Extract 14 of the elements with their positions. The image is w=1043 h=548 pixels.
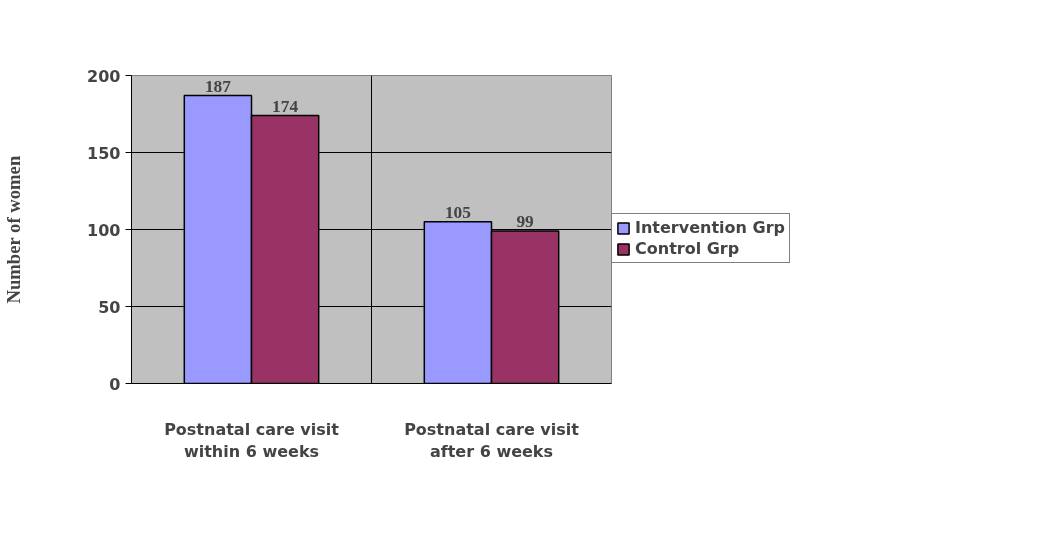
legend-label: Control Grp [635, 239, 740, 258]
data-label: 105 [444, 202, 472, 222]
y-tick-label: 150 [87, 143, 121, 163]
y-tick-label: 50 [98, 297, 121, 317]
data-label: 187 [204, 76, 232, 96]
data-label: 99 [516, 212, 535, 232]
y-tick-label: 200 [87, 66, 121, 86]
x-tick-label: Postnatal care visit within 6 weeks [164, 419, 340, 462]
y-tick-label: 0 [109, 374, 121, 394]
y-axis-title: Number of women [3, 155, 25, 304]
y-tick-label: 100 [87, 220, 121, 240]
data-label: 174 [272, 96, 299, 116]
legend-label: Intervention Grp [635, 218, 785, 237]
x-tick-label: Postnatal care visit after 6 weeks [404, 419, 580, 462]
